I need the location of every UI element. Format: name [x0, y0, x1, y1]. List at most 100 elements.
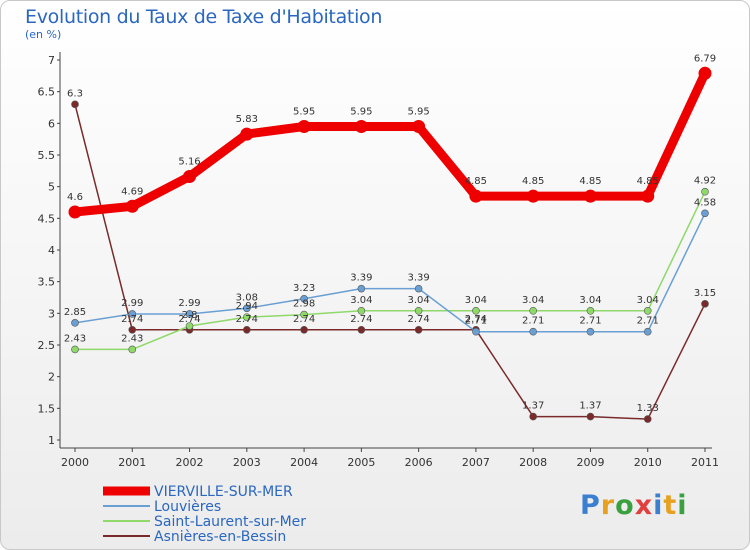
data-point	[243, 313, 251, 321]
x-tick-label: 2000	[61, 456, 89, 469]
series-line-0	[70, 68, 710, 217]
legend-label: Saint-Laurent-sur-Mer	[154, 514, 306, 530]
data-point	[469, 189, 483, 203]
data-label: 2.71	[522, 316, 544, 327]
data-point	[71, 100, 79, 109]
data-label: 1.33	[637, 403, 659, 414]
data-point	[125, 199, 139, 213]
data-point	[243, 325, 251, 334]
data-label: 2.74	[121, 314, 143, 325]
data-label: 3.15	[694, 288, 716, 299]
y-tick-label: 6	[48, 117, 55, 130]
data-point	[128, 310, 137, 318]
data-label: 2.74	[408, 314, 430, 325]
data-label: 5.83	[236, 114, 258, 125]
x-tick-label: 2004	[290, 456, 318, 469]
series-line-1	[74, 212, 706, 333]
data-label: 4.92	[694, 176, 716, 187]
data-label: 4.85	[522, 176, 544, 187]
data-point	[354, 120, 368, 133]
logo-letter: r	[600, 490, 616, 521]
y-tick-label: 6.5	[38, 86, 56, 99]
y-tick-label: 7	[48, 54, 55, 67]
data-point	[414, 306, 423, 315]
x-tick-label: 2010	[634, 456, 662, 469]
logo-letter: i	[653, 490, 664, 521]
data-label: 1.37	[522, 401, 544, 412]
data-point	[583, 189, 597, 203]
logo-letter: i	[677, 490, 688, 521]
data-label: 3.04	[637, 295, 659, 306]
data-point	[529, 306, 537, 315]
data-point	[643, 415, 652, 423]
x-tick-label: 2005	[347, 456, 375, 469]
data-point	[68, 205, 82, 219]
data-point	[183, 170, 197, 184]
data-label: 4.85	[465, 176, 487, 187]
data-label: 5.16	[178, 157, 200, 168]
x-tick-label: 2002	[176, 456, 204, 469]
data-point	[698, 66, 712, 80]
data-point	[529, 412, 537, 421]
data-label: 3.04	[522, 295, 544, 306]
data-label: 3.23	[293, 283, 315, 294]
data-label: 2.98	[293, 299, 315, 310]
data-point	[128, 345, 137, 354]
data-point	[71, 319, 79, 327]
data-label: 2.74	[293, 314, 315, 325]
data-label: 2.94	[236, 301, 258, 312]
y-tick-label: 1.5	[38, 402, 56, 415]
y-tick-label: 1	[48, 434, 55, 447]
data-label: 3.04	[350, 295, 372, 306]
series-line-2	[74, 190, 706, 351]
logo-letter: P	[580, 490, 601, 521]
x-tick-label: 2008	[519, 456, 547, 469]
data-point	[243, 304, 251, 313]
legend-label: Louvières	[154, 499, 221, 515]
data-label: 3.39	[350, 273, 372, 284]
data-label: 2.85	[64, 307, 86, 318]
data-point	[414, 325, 423, 334]
x-tick-label: 2001	[118, 456, 146, 469]
data-label: 2.99	[178, 298, 200, 309]
data-label: 4.58	[694, 197, 716, 208]
data-point	[643, 306, 652, 315]
chart-title: Evolution du Taux de Taxe d'Habitation	[25, 6, 383, 28]
data-label: 3.04	[408, 295, 430, 306]
chart-subtitle: (en %)	[25, 28, 62, 41]
data-point	[71, 345, 79, 354]
data-label: 4.69	[121, 186, 143, 197]
data-label: 2.71	[579, 316, 601, 327]
data-point	[643, 327, 652, 336]
legend-label: VIERVILLE-SUR-MER	[154, 484, 293, 500]
data-point	[240, 127, 254, 141]
y-tick-label: 3.5	[38, 276, 56, 289]
data-point	[586, 412, 595, 421]
y-tick-label: 3	[48, 307, 55, 320]
data-point	[412, 120, 426, 133]
data-label: 5.95	[350, 107, 372, 118]
legend-label: Asnières-en-Bessin	[154, 529, 286, 545]
data-point	[701, 300, 709, 308]
data-point	[701, 209, 709, 218]
data-label: 2.8	[182, 310, 198, 321]
y-tick-label: 2	[48, 371, 55, 384]
y-tick-label: 5.5	[38, 149, 56, 162]
data-label: 5.95	[408, 107, 430, 118]
y-tick-label: 2.5	[38, 339, 56, 352]
data-label: 2.71	[637, 316, 659, 327]
data-label: 6.79	[694, 53, 716, 64]
data-label: 2.74	[465, 314, 487, 325]
data-label: 2.43	[64, 333, 86, 344]
x-tick-label: 2003	[233, 456, 261, 469]
data-label: 3.04	[465, 295, 487, 306]
data-label: 2.74	[350, 314, 372, 325]
series-line-3	[74, 103, 706, 420]
data-label: 4.6	[67, 192, 83, 203]
data-point	[300, 310, 308, 319]
y-tick-label: 4	[48, 244, 55, 257]
x-tick-label: 2011	[691, 456, 719, 469]
data-point	[357, 284, 366, 293]
